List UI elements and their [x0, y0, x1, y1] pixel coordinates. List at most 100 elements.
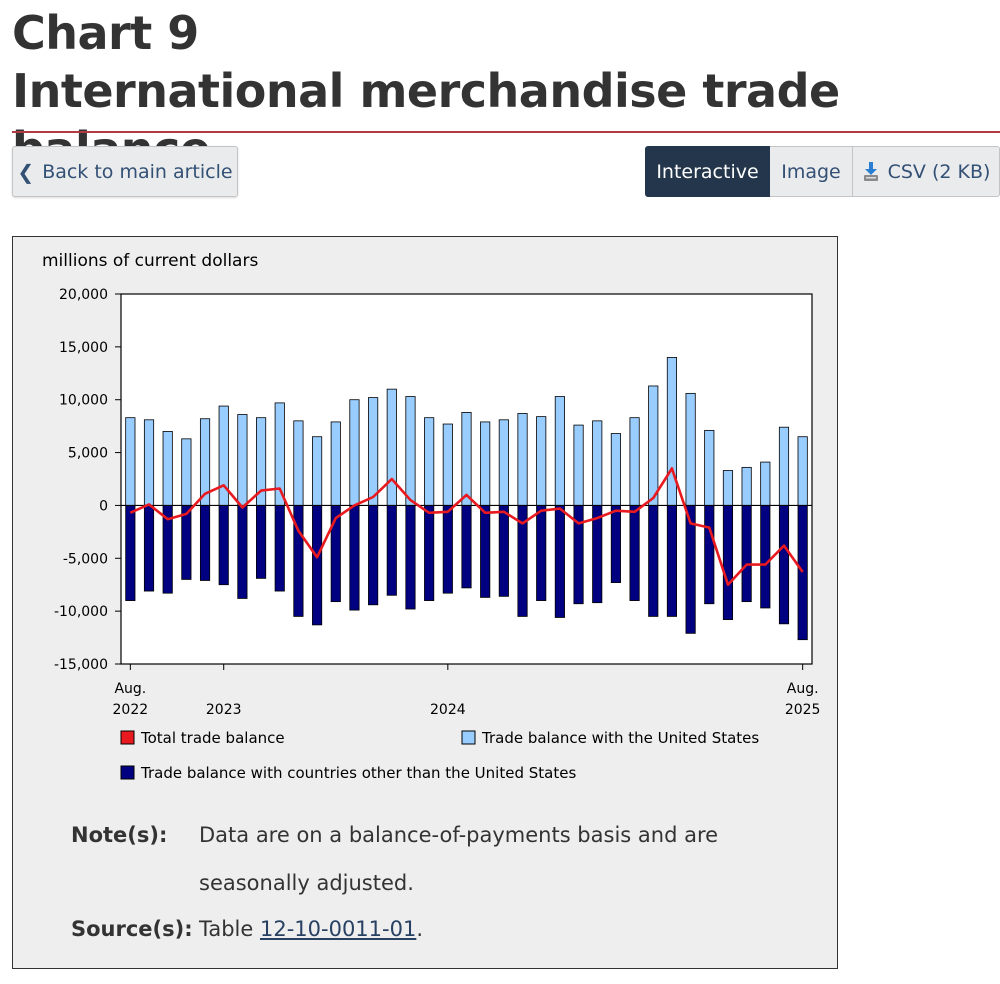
x-tick-label-year: 2023: [206, 702, 242, 718]
other-countries-bar: [778, 505, 790, 625]
y-tick-label: 5,000: [68, 446, 108, 462]
other-countries-bar: [424, 505, 435, 601]
source-label: Source(s):: [71, 917, 193, 941]
us-bar: [312, 436, 323, 506]
other-countries-bar: [461, 505, 472, 589]
us-bar: [648, 385, 659, 506]
other-countries-bar: [704, 505, 715, 605]
us-bar: [442, 423, 453, 506]
other-countries-bar: [199, 505, 211, 581]
us-bar: [592, 420, 603, 506]
back-to-article-button[interactable]: ❮ Back to main article: [12, 146, 238, 197]
y-tick-label: -15,000: [54, 657, 108, 673]
us-bar: [480, 421, 491, 506]
us-bar: [125, 417, 136, 506]
back-button-label: Back to main article: [42, 160, 233, 183]
tab-interactive[interactable]: Interactive: [645, 146, 770, 197]
chevron-left-icon: ❮: [17, 159, 35, 184]
x-tick-label-year: 2024: [430, 702, 466, 718]
us-bar: [554, 396, 565, 506]
other-countries-bar: [405, 505, 416, 610]
other-countries-bar: [349, 505, 360, 611]
y-tick-label: 10,000: [59, 393, 108, 409]
us-bar: [237, 414, 248, 506]
other-countries-bar: [480, 505, 491, 598]
other-countries-bar: [442, 505, 453, 594]
us-bar: [573, 424, 584, 506]
download-icon: [863, 161, 878, 181]
us-bar: [143, 419, 155, 506]
notes-block: Note(s): Data are on a balance-of-paymen…: [71, 811, 791, 953]
legend-other-countries-swatch: [120, 765, 135, 780]
tab-csv-label: CSV (2 KB): [887, 160, 991, 183]
note-text: Data are on a balance-of-payments basis …: [199, 811, 718, 907]
us-bar: [760, 461, 771, 506]
y-tick-label: -10,000: [54, 604, 108, 620]
y-tick-label: 20,000: [59, 287, 108, 303]
other-countries-bar: [274, 505, 285, 592]
us-bar: [461, 411, 472, 506]
source-table-link[interactable]: 12-10-0011-01: [259, 917, 417, 941]
other-countries-bar: [741, 505, 752, 603]
source-prefix: Table: [199, 917, 260, 941]
source-row: Source(s): Table 12-10-0011-01.: [71, 905, 791, 953]
other-countries-bar: [218, 505, 229, 586]
us-bar: [498, 419, 509, 506]
us-bar: [629, 417, 640, 506]
tab-image[interactable]: Image: [770, 146, 853, 197]
other-countries-bar: [386, 505, 397, 596]
us-bar: [162, 431, 173, 506]
x-tick-label-month: Aug.: [114, 681, 146, 697]
other-countries-bar: [255, 505, 267, 579]
other-countries-bar: [143, 505, 155, 592]
us-bar: [293, 420, 304, 506]
us-bar: [685, 392, 696, 506]
us-bar: [722, 470, 734, 506]
legend-total-label: Total trade balance: [140, 729, 285, 747]
other-countries-bar: [181, 505, 192, 580]
note-line1: Data are on a balance-of-payments basis …: [199, 823, 719, 847]
legend-united-states-swatch: [461, 730, 476, 745]
us-bar: [181, 438, 192, 506]
legend-united-states-label: Trade balance with the United States: [481, 729, 759, 747]
other-countries-bar: [797, 505, 808, 641]
us-bar: [797, 436, 808, 506]
page-title: Chart 9 International merchandise trade …: [12, 4, 1000, 178]
other-countries-bar: [125, 505, 136, 601]
tab-interactive-label: Interactive: [656, 160, 759, 183]
other-countries-bar: [498, 505, 509, 597]
us-bar: [666, 357, 678, 506]
us-bar: [741, 466, 752, 506]
y-tick-label: 0: [99, 498, 108, 514]
us-bar: [330, 421, 341, 506]
chart-number: Chart 9: [12, 6, 199, 60]
legend-other-countries-label: Trade balance with countries other than …: [140, 764, 576, 782]
us-bar: [368, 397, 379, 506]
us-bar: [405, 396, 416, 506]
other-countries-bar: [237, 505, 248, 599]
title-rule: [12, 131, 1000, 133]
other-countries-bar: [368, 505, 379, 606]
note-line2: seasonally adjusted.: [199, 871, 414, 895]
source-text: Table 12-10-0011-01.: [199, 905, 423, 953]
us-bar: [517, 413, 528, 506]
x-tick-label-year: 2022: [113, 702, 149, 718]
us-bar: [424, 417, 435, 506]
other-countries-bar: [760, 505, 771, 609]
other-countries-bar: [722, 505, 734, 620]
tab-csv-download[interactable]: CSV (2 KB): [853, 146, 1000, 197]
legend-total-swatch: [120, 730, 135, 745]
other-countries-bar: [666, 505, 678, 617]
us-bar: [536, 416, 547, 506]
us-bar: [386, 388, 397, 506]
other-countries-bar: [610, 505, 621, 583]
chart-panel: millions of current dollars 20,000 15,000…: [12, 236, 838, 969]
other-countries-bar: [648, 505, 659, 617]
source-suffix: .: [416, 917, 424, 941]
note-label: Note(s):: [71, 823, 168, 847]
other-countries-bar: [312, 505, 323, 626]
other-countries-bar: [629, 505, 640, 601]
x-tick-label-month: Aug.: [787, 681, 819, 697]
chart-svg: millions of current dollars 20,000 15,000…: [42, 251, 820, 782]
y-tick-label: 15,000: [59, 340, 108, 356]
